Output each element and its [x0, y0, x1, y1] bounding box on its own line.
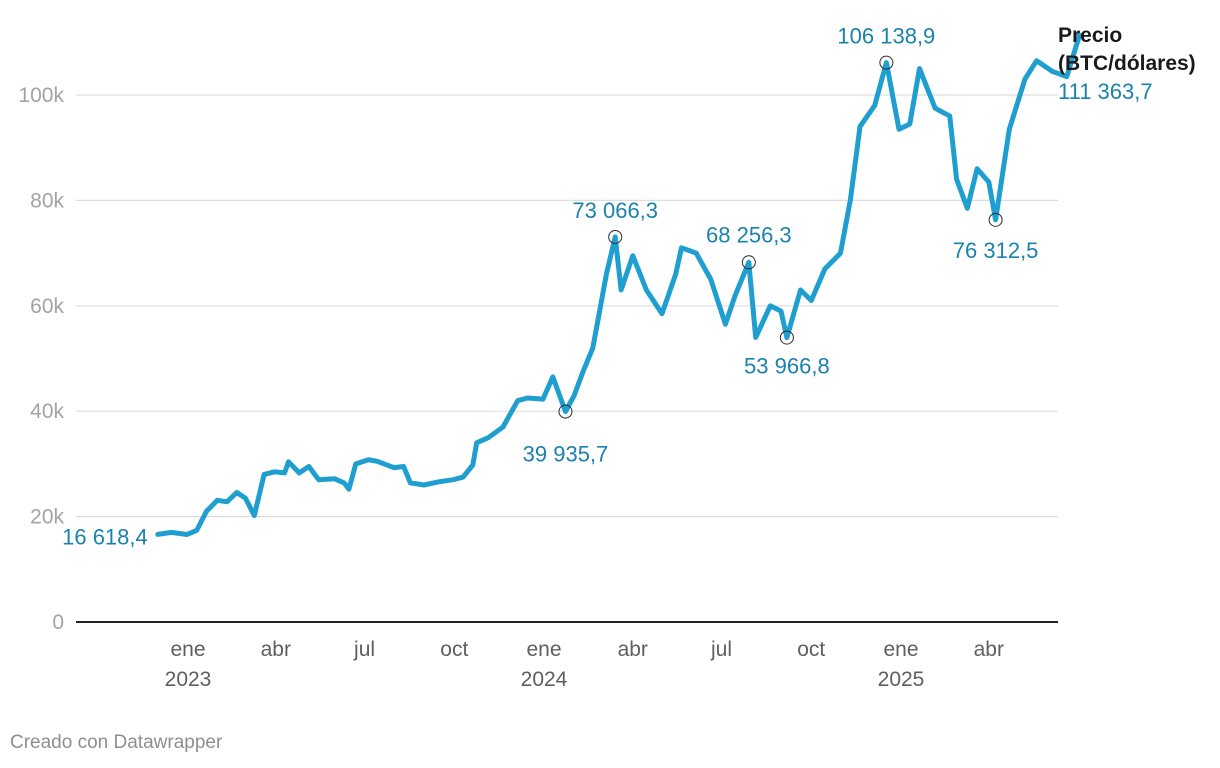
y-tick-label: 40k [30, 400, 64, 423]
annotation-label: 106 138,9 [837, 24, 935, 49]
annotation-marker [558, 404, 573, 419]
annotation-marker [741, 255, 756, 270]
annotation-label: 76 312,5 [953, 238, 1039, 263]
y-tick-label: 60k [30, 295, 64, 318]
x-tick-year-label: 2025 [878, 668, 925, 691]
x-tick-label: abr [974, 638, 1004, 661]
series-legend: Precio (BTC/dólares) 111 363,7 [1058, 24, 1196, 104]
x-tick-label: ene [883, 638, 918, 661]
price-series-line [155, 32, 1082, 537]
y-tick-label: 80k [30, 189, 64, 212]
annotation-marker [879, 55, 894, 70]
y-axis-ticks: 0 20k 40k 60k 80k 100k [18, 84, 64, 634]
y-tick-label: 100k [18, 84, 64, 107]
annotation-label: 68 256,3 [706, 222, 792, 247]
legend-title-line1: Precio [1058, 24, 1122, 47]
x-tick-label: jul [710, 638, 732, 661]
x-axis-ticks: ene 2023 abr jul oct ene 2024 abr jul oct ene 2025 a… [165, 638, 1004, 691]
x-tick-label: ene [526, 638, 561, 661]
annotation-label: 39 935,7 [523, 442, 609, 467]
annotation-label: 53 966,8 [744, 354, 830, 379]
x-tick-label: oct [440, 638, 468, 661]
annotations: 16 618,4 39 935,7 73 066,3 68 256,3 53 966,8… [62, 24, 1038, 550]
annotation-label: 16 618,4 [62, 524, 148, 549]
gridlines [76, 94, 1058, 623]
y-tick-label: 0 [52, 611, 64, 634]
annotation-marker [988, 212, 1003, 227]
annotation-marker [779, 330, 794, 345]
legend-last-value: 111 363,7 [1058, 79, 1153, 104]
legend-title-line2: (BTC/dólares) [1058, 52, 1196, 75]
x-tick-year-label: 2023 [165, 668, 212, 691]
x-tick-label: jul [353, 638, 375, 661]
x-tick-year-label: 2024 [521, 668, 568, 691]
x-tick-label: oct [797, 638, 825, 661]
annotation-marker [608, 229, 623, 244]
btc-price-chart: 0 20k 40k 60k 80k 100k ene 2023 abr jul oct ene 202… [18, 24, 1196, 691]
footer-credit: Creado con Datawrapper [10, 732, 223, 753]
x-tick-label: abr [618, 638, 648, 661]
x-tick-label: ene [170, 638, 205, 661]
y-tick-label: 20k [30, 506, 64, 529]
annotation-label: 73 066,3 [572, 198, 658, 223]
x-tick-label: abr [261, 638, 291, 661]
